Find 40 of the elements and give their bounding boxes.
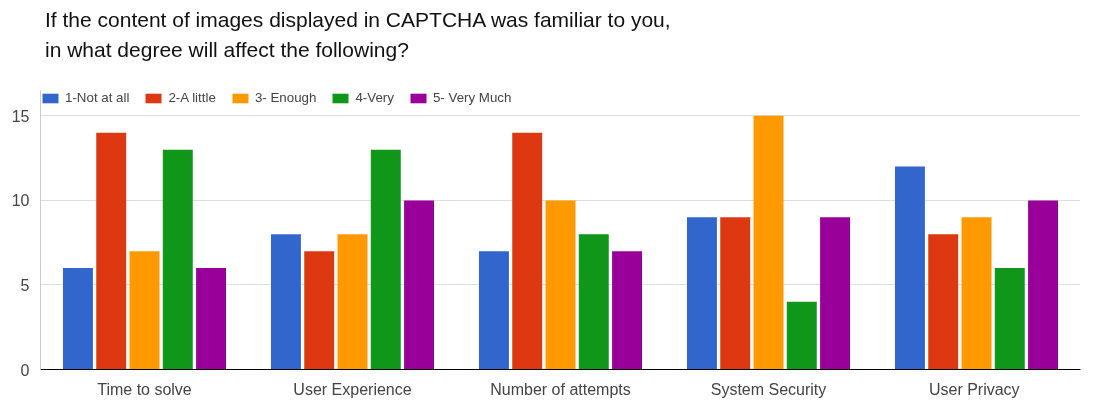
bar xyxy=(370,149,401,370)
bar xyxy=(686,217,717,370)
legend-label: 2-A little xyxy=(168,90,216,105)
bar xyxy=(545,200,576,370)
bar xyxy=(1028,200,1059,370)
x-tick-label: System Security xyxy=(710,380,827,398)
x-tick-label: User Privacy xyxy=(928,380,1020,398)
bar xyxy=(512,132,543,370)
bar xyxy=(304,251,335,370)
x-tick-label: Time to solve xyxy=(97,380,192,398)
bar xyxy=(162,149,193,370)
legend-label: 4-Very xyxy=(355,90,394,105)
bar xyxy=(478,251,509,370)
chart-title: If the content of images displayed in CAPTCHA was familiar to you, in what degree will affect the following? xyxy=(45,7,671,63)
bar xyxy=(578,234,609,370)
legend-label: 1-Not at all xyxy=(65,90,130,105)
x-tick-label: Number of attempts xyxy=(490,380,631,398)
bar xyxy=(270,234,301,370)
x-tick-label: User Experience xyxy=(293,380,412,398)
y-tick-label: 15 xyxy=(11,107,30,125)
bar xyxy=(894,166,925,370)
bar xyxy=(720,217,751,370)
legend-label: 5- Very Much xyxy=(432,90,512,105)
bar xyxy=(404,200,435,370)
bar xyxy=(337,234,368,370)
bar xyxy=(129,251,160,370)
bar xyxy=(62,268,93,370)
bar xyxy=(196,268,227,370)
bar xyxy=(928,234,959,370)
y-tick-label: 10 xyxy=(11,192,30,210)
bar xyxy=(820,217,851,370)
bar xyxy=(961,217,992,370)
bar xyxy=(786,301,817,370)
legend-label: 3- Enough xyxy=(254,90,317,105)
bar xyxy=(994,268,1025,370)
bar xyxy=(612,251,643,370)
y-tick-label: 5 xyxy=(20,276,30,294)
bar xyxy=(96,132,127,370)
bar xyxy=(753,115,784,370)
y-tick-label: 0 xyxy=(20,361,30,379)
